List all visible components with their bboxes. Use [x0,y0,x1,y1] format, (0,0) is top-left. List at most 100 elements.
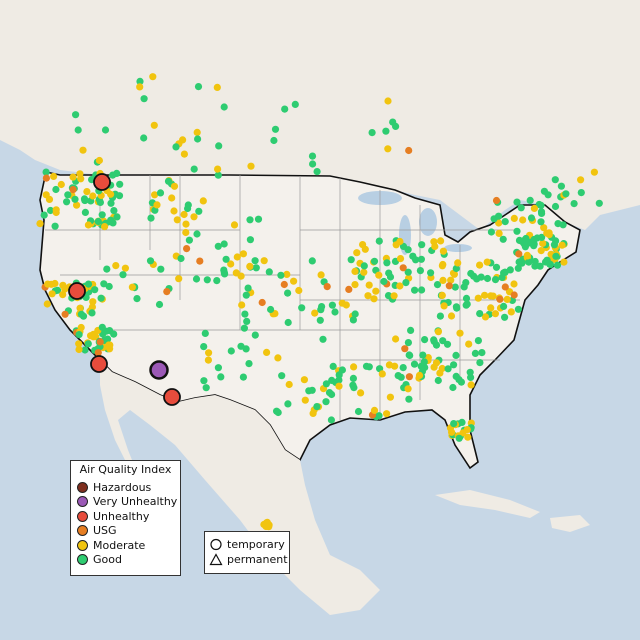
site-marker [349,316,357,324]
site-marker [121,264,129,272]
state-lines [45,175,520,420]
shape-legend-label: temporary [227,538,285,551]
site-marker [202,384,210,392]
site-marker [95,156,103,165]
site-marker [277,271,285,279]
site-marker [170,207,178,215]
site-marker [316,316,324,324]
site-marker [467,373,475,381]
site-marker [101,223,109,231]
site-marker [360,268,368,276]
site-marker [418,286,426,294]
site-marker [457,378,465,386]
site-marker [101,126,110,134]
site-marker [506,266,514,274]
site-marker [51,222,59,230]
legend-swatch [77,510,88,522]
site-marker [233,253,241,261]
site-marker [507,308,515,316]
site-marker [401,345,409,353]
site-marker [69,173,77,181]
site-marker [311,309,319,317]
site-marker [295,286,303,295]
site-marker [47,280,55,288]
site-marker [69,186,77,194]
site-marker [419,351,427,359]
site-marker [283,270,291,278]
site-marker [107,199,115,207]
site-marker [454,259,462,267]
site-marker [105,282,113,291]
site-marker [72,111,80,119]
site-marker [213,83,221,91]
site-marker [434,376,442,385]
site-marker [291,100,299,108]
site-marker [195,207,203,215]
site-marker [89,298,97,306]
site-marker [399,364,407,372]
site-marker [112,262,120,270]
site-marker [274,354,282,362]
site-marker [357,389,365,397]
site-marker [190,165,198,173]
site-marker [557,182,566,190]
site-marker [151,206,159,214]
site-marker [220,240,228,248]
site-marker [239,373,247,381]
site-marker [436,312,444,320]
site-marker [150,121,158,129]
site-marker [438,262,446,270]
site-marker [180,210,188,219]
site-marker [551,202,560,211]
site-marker [385,361,393,369]
site-marker [53,286,62,294]
site-marker [193,230,201,238]
site-marker [405,351,413,359]
site-marker [473,275,481,283]
site-marker [194,135,202,143]
site-marker [392,122,400,130]
site-marker [404,385,412,393]
site-marker [405,395,413,403]
site-marker [537,208,546,216]
site-marker [492,196,501,205]
site-marker [317,271,325,279]
site-marker [113,169,121,177]
site-marker [100,280,108,288]
legend-label: Very Unhealthy [93,495,178,509]
site-marker [246,236,254,244]
site-marker [199,197,207,205]
site-marker [501,283,509,291]
site-marker [281,105,289,113]
site-marker [370,295,378,303]
site-marker [214,242,222,250]
site-marker [79,146,87,154]
site-marker [515,250,523,258]
canada-land [0,0,640,230]
site-marker [514,264,522,272]
site-marker [329,362,337,370]
site-marker [350,363,358,371]
site-marker [510,280,518,288]
site-marker [164,177,173,185]
site-marker [247,162,255,170]
site-marker [436,369,444,377]
site-marker [317,306,325,314]
site-marker [262,522,270,531]
site-marker [75,331,83,339]
site-marker [157,265,165,273]
site-marker [140,95,148,103]
site-marker [558,241,566,249]
site-marker [45,195,54,203]
site-marker-large [163,388,181,406]
legend-label: Good [93,553,122,567]
site-marker [217,373,225,381]
site-marker [351,267,359,275]
site-marker [390,292,398,300]
site-marker [52,206,60,214]
site-marker [298,304,306,312]
site-marker [278,372,286,380]
site-marker [260,257,268,265]
site-marker [359,241,367,249]
site-marker [415,371,424,379]
